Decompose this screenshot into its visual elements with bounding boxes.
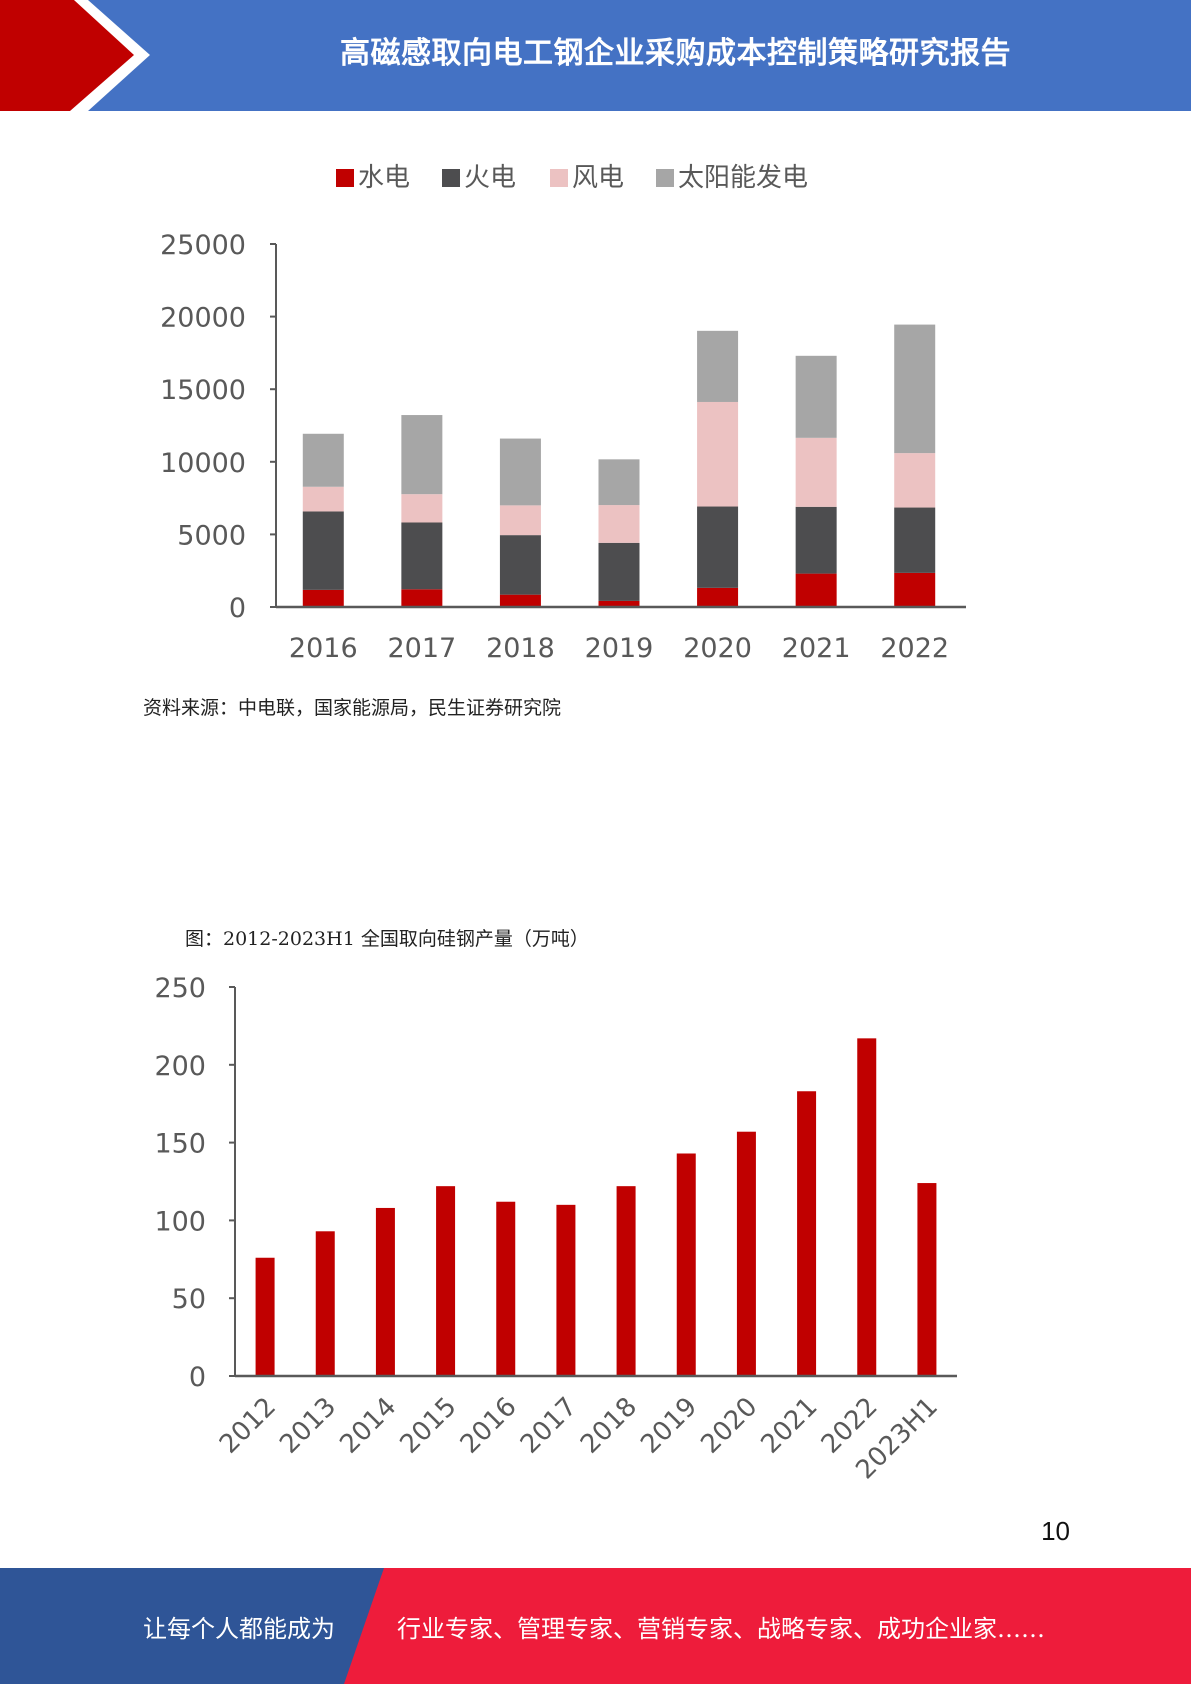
y-tick-label-5000: 5000 xyxy=(177,520,246,551)
chart-1-source-note: 资料来源：中电联，国家能源局，民生证券研究院 xyxy=(143,697,562,719)
y-tick-label-200: 200 xyxy=(154,1051,206,1082)
bar-2018 xyxy=(616,1186,636,1376)
chart-1-container: 水电 火电 风电 太阳能发电 0 5000 10000 15000 20000 25000 2016… xyxy=(0,150,1191,670)
legend-swatch-4 xyxy=(656,169,674,187)
bar-2022-thermal xyxy=(894,507,936,573)
bar-2017-solar xyxy=(401,415,443,495)
bar-2016-wind xyxy=(302,486,344,512)
chart-2-silicon-steel-output: 0501001502002502012201320142015201620172… xyxy=(154,973,957,1485)
bar-2016-hydro xyxy=(302,589,344,607)
y-tick-label-10000: 10000 xyxy=(160,448,246,479)
y-tick-label-25000: 25000 xyxy=(160,230,246,261)
y-tick-label-15000: 15000 xyxy=(160,375,246,406)
bar-2019-solar xyxy=(598,459,640,506)
bar-2022 xyxy=(857,1038,877,1376)
y-tick-label-50: 50 xyxy=(172,1284,206,1315)
x-tick-label-2018: 2018 xyxy=(575,1392,643,1460)
page-footer: 让每个人都能成为 行业专家、管理专家、营销专家、战略专家、成功企业家…… xyxy=(0,1568,1191,1684)
x-tick-label-2021: 2021 xyxy=(782,633,851,664)
legend-label-4: 太阳能发电 xyxy=(678,163,808,193)
bar-2020-thermal xyxy=(697,506,739,588)
y-tick-label-20000: 20000 xyxy=(160,303,246,334)
legend-label-1: 水电 xyxy=(358,163,410,193)
x-tick-label-2017: 2017 xyxy=(387,633,456,664)
chart-2-container: 0 50 100 150 200 250 2012 2013 2014 2015 2016 2017 2… xyxy=(0,960,1191,1500)
footer-background xyxy=(0,1568,1191,1684)
x-tick-label-2013: 2013 xyxy=(274,1392,342,1460)
bar-2018-solar xyxy=(499,438,541,506)
legend-swatch-1 xyxy=(336,169,354,187)
legend-label-3: 风电 xyxy=(572,163,624,193)
bar-2020-solar xyxy=(697,330,739,402)
x-tick-label-2016: 2016 xyxy=(289,633,358,664)
bar-2022-wind xyxy=(894,453,936,508)
bar-2017-thermal xyxy=(401,522,443,590)
bar-2017-hydro xyxy=(401,589,443,607)
chart-1-power-generation-stacked: 水电 火电 风电 太阳能发电 0 5000 10000 15000 20000 25000 2016… xyxy=(160,163,966,664)
legend-label-2: 火电 xyxy=(464,163,516,193)
bar-2019 xyxy=(676,1153,696,1376)
x-tick-label-2018: 2018 xyxy=(486,633,555,664)
bar-2016-thermal xyxy=(302,511,344,590)
x-tick-label-2021: 2021 xyxy=(756,1392,824,1460)
bar-2016 xyxy=(496,1201,516,1376)
x-tick-label-2019: 2019 xyxy=(585,633,654,664)
bar-2021-solar xyxy=(795,355,837,438)
footer-slogan-right: 行业专家、管理专家、营销专家、战略专家、成功企业家…… xyxy=(397,1614,1045,1643)
bar-2014 xyxy=(375,1207,395,1376)
bar-2019-wind xyxy=(598,505,640,543)
page-header: 高磁感取向电工钢企业采购成本控制策略研究报告 xyxy=(0,0,1191,111)
y-tick-label-0: 0 xyxy=(189,1362,206,1393)
bar-2019-thermal xyxy=(598,542,640,601)
bar-2017 xyxy=(556,1204,576,1376)
legend-swatch-3 xyxy=(550,169,568,187)
x-tick-label-2016: 2016 xyxy=(455,1392,523,1460)
bar-2016-solar xyxy=(302,433,344,487)
y-tick-label-100: 100 xyxy=(154,1206,206,1237)
bar-2019-hydro xyxy=(598,600,640,607)
bar-2012 xyxy=(255,1257,275,1376)
page-number: 10 xyxy=(1041,1516,1070,1546)
bar-2017-wind xyxy=(401,494,443,523)
chart-2-title: 图：2012-2023H1 全国取向硅钢产量（万吨） xyxy=(185,928,589,950)
x-tick-label-2020: 2020 xyxy=(683,633,752,664)
x-tick-label-2017: 2017 xyxy=(515,1392,583,1460)
footer-slogan-left: 让每个人都能成为 xyxy=(143,1614,335,1643)
bar-2021 xyxy=(797,1091,817,1376)
bar-2013 xyxy=(315,1231,335,1376)
y-tick-label-150: 150 xyxy=(154,1129,206,1160)
y-tick-label-250: 250 xyxy=(154,973,206,1004)
bar-2022-hydro xyxy=(894,572,936,607)
x-tick-label-2015: 2015 xyxy=(395,1392,463,1460)
x-tick-label-2020: 2020 xyxy=(695,1392,763,1460)
x-tick-label-2012: 2012 xyxy=(214,1392,282,1460)
legend-swatch-2 xyxy=(442,169,460,187)
bar-2020-wind xyxy=(697,401,739,507)
bar-2021-wind xyxy=(795,437,837,507)
x-tick-label-2022: 2022 xyxy=(880,633,949,664)
bar-2021-thermal xyxy=(795,506,837,574)
y-tick-label-0: 0 xyxy=(229,593,246,624)
bar-2022-solar xyxy=(894,324,936,454)
header-arrow-decoration xyxy=(0,0,150,111)
x-tick-label-2014: 2014 xyxy=(334,1392,402,1460)
bar-2020-hydro xyxy=(697,587,739,607)
report-title: 高磁感取向电工钢企业采购成本控制策略研究报告 xyxy=(340,36,1011,71)
bar-2021-hydro xyxy=(795,573,837,607)
bar-2015 xyxy=(436,1186,456,1376)
bar-2023h1 xyxy=(917,1183,937,1376)
x-tick-label-2019: 2019 xyxy=(635,1392,703,1460)
bar-2020 xyxy=(736,1131,756,1376)
bar-2018-thermal xyxy=(499,535,541,595)
bar-2018-wind xyxy=(499,505,541,536)
bar-2018-hydro xyxy=(499,594,541,607)
